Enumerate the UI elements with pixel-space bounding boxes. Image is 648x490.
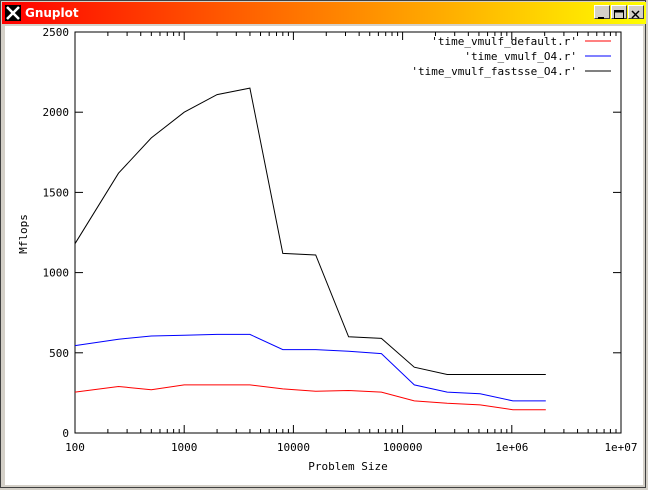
y-tick-label: 1000 [43, 267, 70, 280]
legend-label: 'time_vmulf_O4.r' [464, 50, 577, 63]
maximize-icon [614, 10, 624, 19]
plot-frame [74, 31, 622, 434]
series-line-2 [74, 333, 546, 402]
x-tick-label: 100000 [383, 441, 423, 454]
x-tick-label: 1000 [171, 441, 198, 454]
maximize-button[interactable] [611, 5, 627, 19]
x-tick-label: 10000 [277, 441, 310, 454]
y-tick-label: 2500 [43, 26, 70, 39]
legend-label: 'time_vmulf_fastsse_O4.r' [411, 65, 577, 78]
close-button[interactable] [628, 5, 644, 19]
title-bar[interactable]: Gnuplot [2, 2, 646, 24]
y-tick-label: 2000 [43, 106, 70, 119]
x-axis-label: Problem Size [308, 460, 387, 473]
series-line-3 [74, 87, 546, 375]
y-axis-label: Mflops [17, 214, 30, 254]
minimize-icon [598, 17, 604, 19]
series-line-1 [74, 384, 546, 411]
x-tick-label: 100 [65, 441, 85, 454]
y-tick-label: 500 [49, 347, 69, 360]
plot-canvas: 0 500 1000 1500 2000 2500 100 1000 10000 100000 1… [5, 26, 643, 485]
x-tick-label: 1e+07 [604, 441, 637, 454]
y-tick-label: 0 [62, 427, 69, 440]
y-tick-label: 1500 [43, 186, 70, 199]
minimize-button[interactable] [594, 5, 610, 19]
x-tick-label: 1e+06 [495, 441, 528, 454]
line-chart: 0 500 1000 1500 2000 2500 100 1000 10000 100000 1… [17, 26, 638, 473]
window-title: Gnuplot [25, 6, 79, 20]
x-logo-icon [5, 5, 21, 21]
legend-label: 'time_vmulf_default.r' [431, 35, 577, 48]
close-icon [631, 10, 640, 19]
